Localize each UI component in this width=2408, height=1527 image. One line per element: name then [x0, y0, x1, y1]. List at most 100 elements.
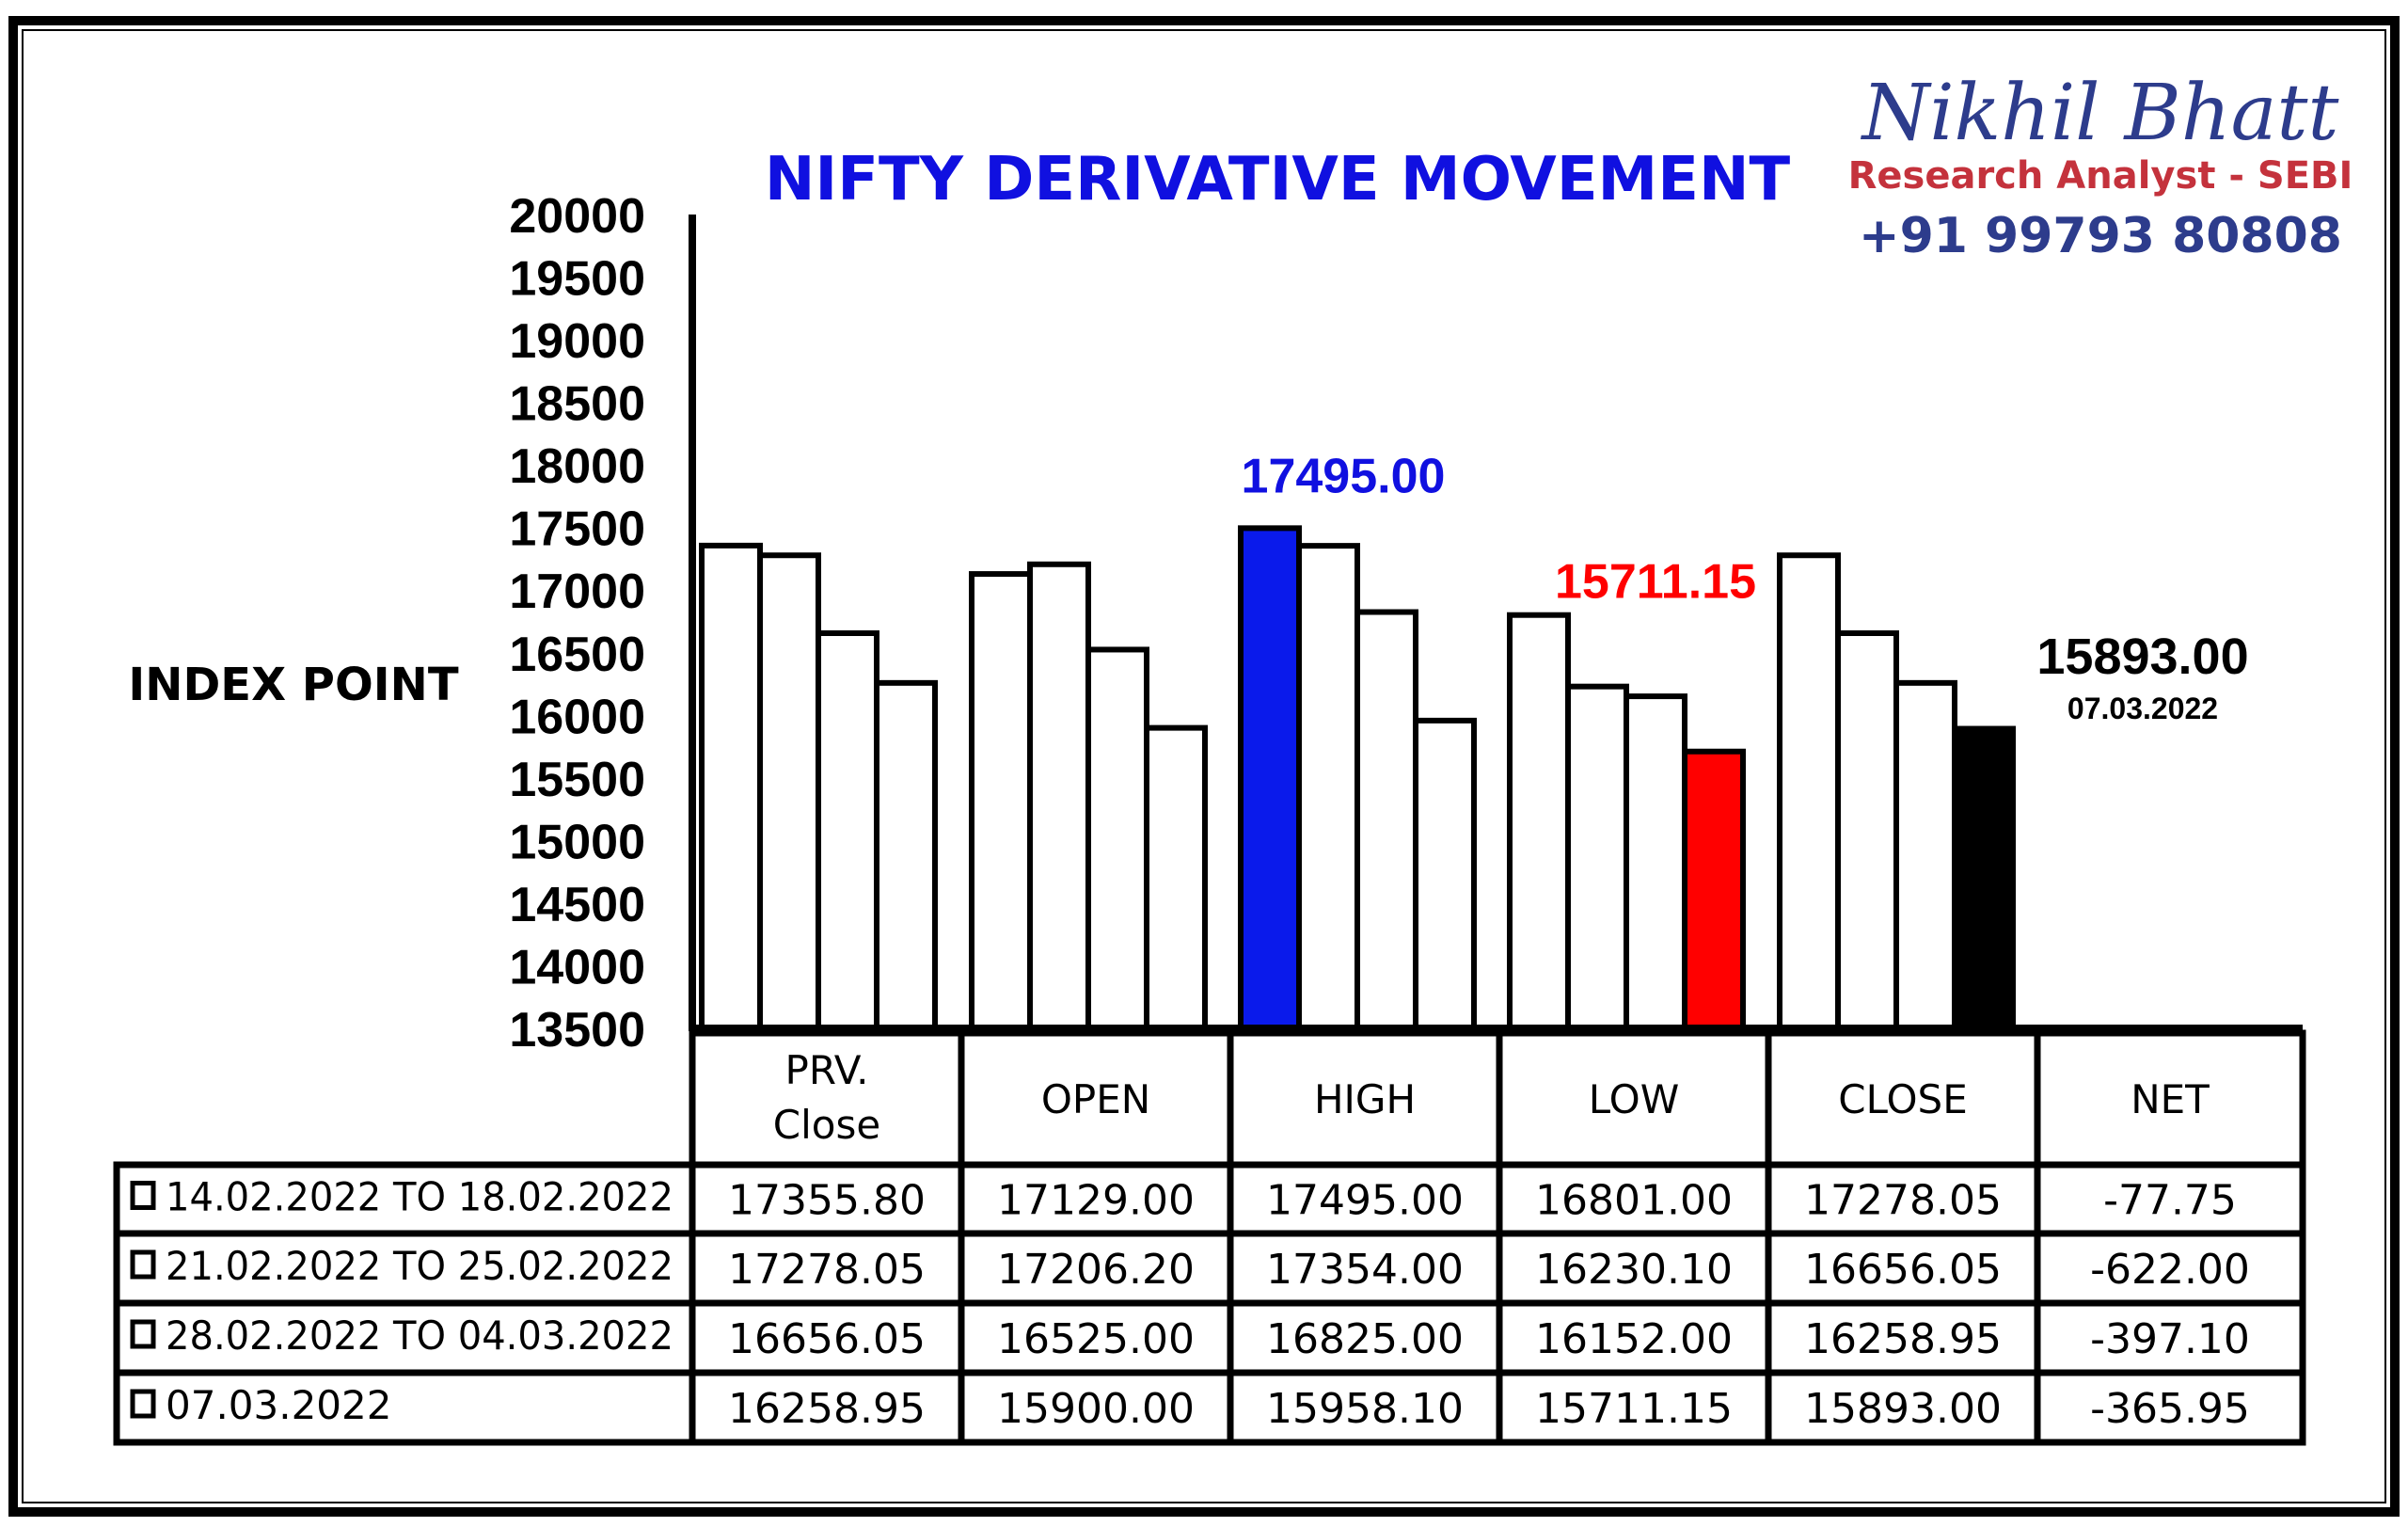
table-cell [958, 1299, 1234, 1376]
table-cell-value: 16525.00 [997, 1315, 1195, 1363]
bar [1507, 612, 1571, 1031]
brand-phone: +91 99793 80808 [1859, 208, 2342, 264]
y-tick-label: 16000 [509, 690, 645, 744]
table-cell-value: 15958.10 [1266, 1385, 1464, 1433]
table-cell-value: 16656.05 [728, 1315, 926, 1363]
table-cell [2034, 1369, 2306, 1446]
low-value-label: 15711.15 [1555, 555, 1756, 610]
table-cell [1227, 1369, 1503, 1446]
y-tick-label: 16500 [509, 628, 645, 682]
legend-swatch [130, 1389, 156, 1419]
table-cell-value: 17354.00 [1266, 1246, 1464, 1294]
table-cell-value: 16801.00 [1535, 1177, 1733, 1225]
y-tick-label: 14000 [509, 940, 645, 994]
bar [1413, 717, 1477, 1031]
close-date-label: 07.03.2022 [2067, 692, 2218, 725]
table-row-label: 14.02.2022 TO 18.02.2022 [166, 1174, 673, 1220]
table-cell-value: -622.00 [2090, 1246, 2250, 1294]
outer-frame-inner-line [22, 29, 2386, 1503]
y-tick-label: 13500 [509, 1003, 645, 1058]
y-axis-label: INDEX POINT [128, 659, 458, 711]
table-cell-value: 17355.80 [728, 1177, 926, 1225]
table-header-label: NET [2131, 1076, 2210, 1122]
chart-title: NIFTY DERIVATIVE MOVEMENT [765, 145, 1791, 215]
table-cell [689, 1369, 965, 1446]
table-header-label: HIGH [1314, 1076, 1416, 1122]
y-tick-label: 14500 [509, 878, 645, 932]
bar [874, 679, 938, 1031]
close-value-label: 15893.00 [2036, 628, 2248, 685]
y-tick-label: 20000 [509, 189, 645, 244]
table-cell-value: 15893.00 [1804, 1385, 2002, 1433]
table-cell-value: 16825.00 [1266, 1315, 1464, 1363]
table-cell-value: 15900.00 [997, 1385, 1195, 1433]
y-axis-ticks: 20000 19500 19000 18500 18000 17500 17000 16500… [509, 189, 645, 1058]
brand-role: Research Analyst - SEBI [1848, 154, 2353, 198]
table-row-label-cell [113, 1299, 696, 1376]
table-cell [1765, 1369, 2041, 1446]
legend-swatch [130, 1319, 156, 1349]
table-cell-value: 17495.00 [1266, 1177, 1464, 1225]
table-cell-value: -365.95 [2090, 1385, 2250, 1433]
table-cell-value: -77.75 [2103, 1177, 2237, 1225]
bar [1027, 561, 1091, 1031]
outer-frame [8, 16, 2400, 1517]
highlight-labels: 17495.00 15711.15 15893.00 07.03.2022 [1242, 449, 2249, 725]
table-header-cell [1496, 1029, 1772, 1169]
table-cell-value: 15711.15 [1535, 1385, 1733, 1433]
table-header-label: Close [773, 1102, 880, 1148]
axes [689, 215, 2303, 1032]
table-cell-value: -397.10 [2090, 1315, 2250, 1363]
table-cell-value: 17206.20 [997, 1246, 1195, 1294]
table-header-cell [2034, 1029, 2306, 1169]
table-cell-value: 16656.05 [1804, 1246, 2002, 1294]
legend-swatch [130, 1249, 156, 1280]
table-cell [1227, 1230, 1503, 1307]
table-cell [1496, 1230, 1772, 1307]
y-tick-label: 15500 [509, 753, 645, 807]
table-cell [2034, 1299, 2306, 1376]
y-tick-label: 19500 [509, 252, 645, 307]
bar [1565, 683, 1629, 1031]
table-row-label: 28.02.2022 TO 04.03.2022 [166, 1312, 673, 1359]
table-cell-value: 17129.00 [997, 1177, 1195, 1225]
table-cell-value: 16230.10 [1535, 1246, 1733, 1294]
bar [1296, 543, 1360, 1031]
y-tick-label: 18500 [509, 377, 645, 432]
bar [816, 630, 879, 1031]
y-tick-label: 19000 [509, 314, 645, 369]
bar [969, 571, 1033, 1031]
table-row-label: 21.02.2022 TO 25.02.2022 [166, 1243, 673, 1289]
high-value-label: 17495.00 [1242, 449, 1446, 503]
table-row-label: 07.03.2022 [166, 1382, 391, 1428]
table-cell-value: 17278.05 [1804, 1177, 2002, 1225]
table-cell [689, 1230, 965, 1307]
table-cell [1765, 1161, 2041, 1237]
table-header-label: OPEN [1041, 1076, 1150, 1122]
table-header-label: LOW [1589, 1076, 1680, 1122]
brand-name: Nikhil Bhatt [1861, 69, 2340, 158]
bar [1682, 748, 1746, 1031]
y-tick-label: 17000 [509, 565, 645, 619]
bars [699, 525, 2016, 1032]
bar [1144, 724, 1208, 1031]
table-cell-value: 16152.00 [1535, 1315, 1733, 1363]
table-cell-value: 17278.05 [728, 1246, 926, 1294]
table-header-label: CLOSE [1838, 1076, 1967, 1122]
data-table: PRV. Close OPEN HIGH LOW CLOSE NET 14.02.2022 T… [113, 1029, 2306, 1446]
table-cell [2034, 1161, 2306, 1237]
bar [1085, 646, 1149, 1031]
table-cell-value: 16258.95 [1804, 1315, 2002, 1363]
bar [757, 552, 821, 1032]
bar [1624, 693, 1687, 1032]
bar [1354, 609, 1418, 1031]
bar [1893, 679, 1957, 1031]
bar [1835, 630, 1899, 1031]
table-cell [958, 1230, 1234, 1307]
legend-swatch [130, 1181, 156, 1210]
table-header-cell [1765, 1029, 2041, 1169]
bar [1777, 552, 1841, 1032]
y-tick-label: 17500 [509, 502, 645, 557]
bar [699, 542, 763, 1031]
